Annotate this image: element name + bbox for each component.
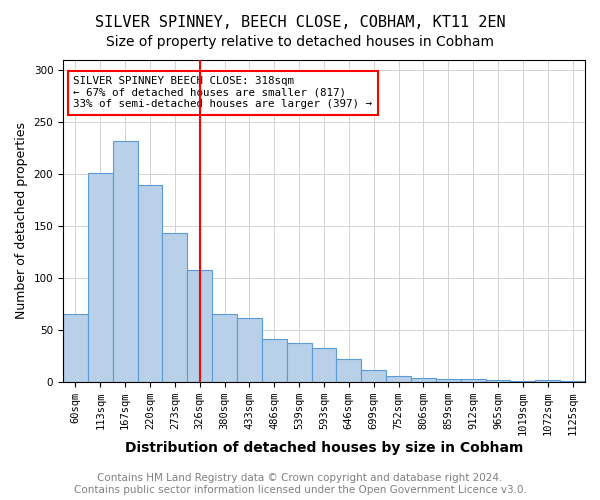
Bar: [386, 376, 411, 382]
X-axis label: Distribution of detached houses by size in Cobham: Distribution of detached houses by size …: [125, 441, 523, 455]
Bar: [485, 380, 511, 382]
Text: Contains HM Land Registry data © Crown copyright and database right 2024.
Contai: Contains HM Land Registry data © Crown c…: [74, 474, 526, 495]
Bar: [63, 314, 88, 382]
Bar: [337, 359, 361, 382]
Bar: [137, 184, 163, 382]
Y-axis label: Number of detached properties: Number of detached properties: [15, 122, 28, 320]
Bar: [237, 318, 262, 382]
Bar: [535, 380, 560, 382]
Bar: [88, 173, 113, 382]
Bar: [187, 270, 212, 382]
Bar: [163, 234, 187, 382]
Bar: [361, 370, 386, 382]
Bar: [311, 348, 337, 382]
Text: Size of property relative to detached houses in Cobham: Size of property relative to detached ho…: [106, 35, 494, 49]
Bar: [560, 381, 585, 382]
Bar: [461, 379, 485, 382]
Bar: [411, 378, 436, 382]
Text: SILVER SPINNEY BEECH CLOSE: 318sqm
← 67% of detached houses are smaller (817)
33: SILVER SPINNEY BEECH CLOSE: 318sqm ← 67%…: [73, 76, 373, 110]
Bar: [113, 141, 137, 382]
Bar: [287, 342, 311, 382]
Bar: [511, 381, 535, 382]
Bar: [262, 340, 287, 382]
Bar: [212, 314, 237, 382]
Text: SILVER SPINNEY, BEECH CLOSE, COBHAM, KT11 2EN: SILVER SPINNEY, BEECH CLOSE, COBHAM, KT1…: [95, 15, 505, 30]
Bar: [436, 379, 461, 382]
